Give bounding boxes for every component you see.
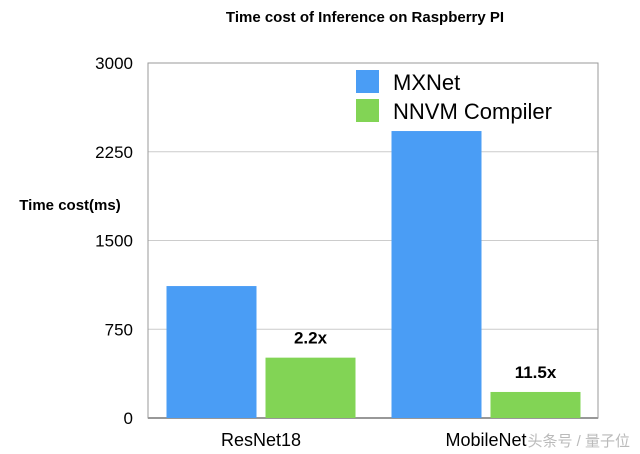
x-tick-label: ResNet18 xyxy=(221,430,301,450)
legend-label: NNVM Compiler xyxy=(393,99,552,124)
chart-title: Time cost of Inference on Raspberry PI xyxy=(226,9,504,26)
x-tick-label: MobileNet xyxy=(445,430,526,450)
bar-nnvm-compiler-mobilenet xyxy=(490,391,581,418)
y-tick-label: 0 xyxy=(124,409,133,428)
y-axis-label: Time cost(ms) xyxy=(19,197,120,214)
speedup-annotation: 11.5x xyxy=(515,363,557,382)
legend-swatch xyxy=(356,70,379,93)
y-tick-label: 3000 xyxy=(95,54,133,73)
y-tick-label: 750 xyxy=(105,320,133,339)
plot-frame xyxy=(147,62,599,419)
bar-mxnet-resnet18 xyxy=(166,286,257,418)
legend-swatch xyxy=(356,99,379,122)
y-tick-label: 1500 xyxy=(95,232,133,251)
y-tick-label: 2250 xyxy=(95,143,133,162)
speedup-annotation: 2.2x xyxy=(294,329,328,348)
bar-mxnet-mobilenet xyxy=(391,131,482,418)
legend-label: MXNet xyxy=(393,70,460,95)
watermark: 头条号 / 量子位 xyxy=(527,433,630,450)
bar-nnvm-compiler-resnet18 xyxy=(265,357,356,418)
